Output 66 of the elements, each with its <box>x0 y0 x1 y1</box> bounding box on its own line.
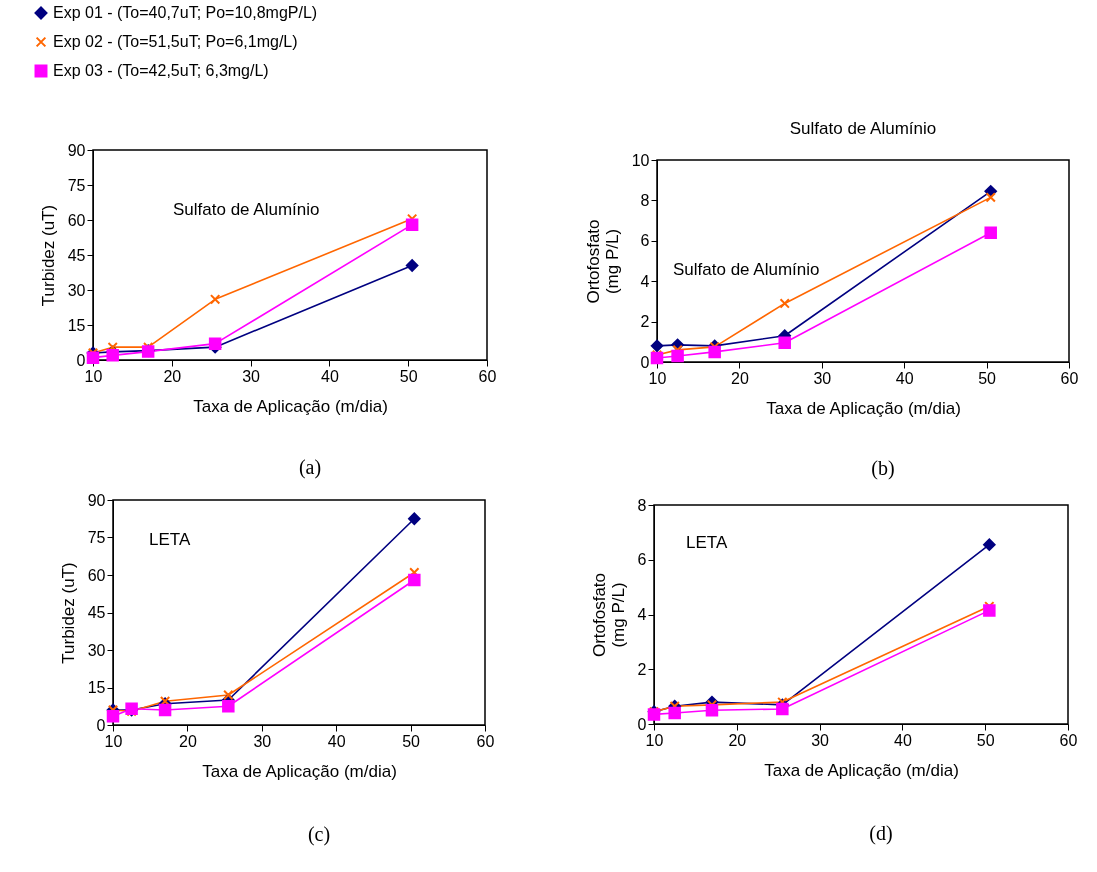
x-tick-label: 40 <box>894 731 912 749</box>
x-axis-title: Taxa de Aplicação (m/dia) <box>764 760 959 780</box>
x-tick-label: 60 <box>1060 369 1079 387</box>
y-tick-label: 2 <box>640 313 650 331</box>
annotation: LETA <box>149 530 191 549</box>
x-tick-label: 40 <box>321 367 339 385</box>
annotation: Sulfato de Alumínio <box>173 200 320 219</box>
x-tick-label: 20 <box>731 369 749 387</box>
y-tick-label: 30 <box>67 281 86 299</box>
annotation: LETA <box>686 533 728 552</box>
x-tick-label: 50 <box>399 367 418 385</box>
y-axis-title: Turbidez (uT) <box>38 204 58 307</box>
y-tick-label: 60 <box>67 211 86 229</box>
x-tick-label: 60 <box>476 732 495 750</box>
y-tick-label: 15 <box>67 316 86 334</box>
text: (c) <box>307 823 331 846</box>
y-axis-title: Ortofosfato (mg P/L) <box>589 572 628 658</box>
legend-label: Exp 01 - (To=40,7uT; Po=10,8mgP/L) <box>53 4 318 21</box>
x-axis-title: Taxa de Aplicação (m/dia) <box>202 761 397 781</box>
y-tick-label: 8 <box>640 191 650 209</box>
chart-title: Sulfato de Alumínio <box>789 119 937 138</box>
y-tick-label: 45 <box>67 246 86 264</box>
y-tick-label: 0 <box>640 353 650 371</box>
y-tick-label: 60 <box>87 566 106 584</box>
y-tick-label: 8 <box>637 496 647 514</box>
x-tick-label: 30 <box>813 369 832 387</box>
x-tick-label: 20 <box>163 367 182 385</box>
y-tick-label: 6 <box>637 551 647 569</box>
x-tick-label: 40 <box>895 369 914 387</box>
x-axis-title: Taxa de Aplicação (m/dia) <box>193 396 388 416</box>
y-tick-label: 4 <box>637 606 647 623</box>
x-tick-label: 50 <box>978 369 997 387</box>
y-tick-label: 6 <box>640 232 650 250</box>
text: (a) <box>298 456 322 479</box>
text: (b) <box>871 457 895 480</box>
y-tick-label: 0 <box>76 351 86 369</box>
y-tick-label: 90 <box>67 141 86 159</box>
y-tick-label: 75 <box>87 529 106 546</box>
x-tick-label: 10 <box>104 732 123 750</box>
x-tick-label: 30 <box>811 731 830 749</box>
y-tick-label: 10 <box>631 151 650 169</box>
y-tick-label: 2 <box>637 660 647 678</box>
y-tick-label: 0 <box>637 715 647 733</box>
text: (d) <box>869 822 893 845</box>
legend-label: Exp 02 - (To=51,5uT; Po=6,1mg/L) <box>53 33 298 50</box>
y-axis-title: Turbidez (uT) <box>58 562 78 664</box>
x-tick-label: 40 <box>327 732 346 750</box>
y-axis-title: Ortofosfato (mg P/L) <box>583 219 622 304</box>
y-tick-label: 4 <box>640 272 650 290</box>
y-tick-label: 15 <box>87 679 106 696</box>
x-axis-title: Taxa de Aplicação (m/dia) <box>766 398 961 418</box>
x-tick-label: 60 <box>1059 731 1078 749</box>
legend-label: Exp 03 - (To=42,5uT; 6,3mg/L) <box>53 62 269 79</box>
annotation: Sulfato de Alumínio <box>673 260 820 279</box>
x-tick-label: 20 <box>728 731 747 749</box>
x-tick-label: 30 <box>242 367 261 385</box>
y-tick-label: 0 <box>96 716 106 734</box>
y-tick-label: 45 <box>87 604 106 621</box>
x-tick-label: 20 <box>179 732 197 750</box>
x-tick-label: 60 <box>478 367 497 385</box>
x-tick-label: 30 <box>253 732 272 750</box>
x-tick-label: 50 <box>402 732 421 750</box>
x-tick-label: 50 <box>976 731 995 749</box>
y-tick-label: 30 <box>87 641 106 659</box>
y-tick-label: 75 <box>67 176 86 194</box>
y-tick-label: 90 <box>87 491 106 509</box>
